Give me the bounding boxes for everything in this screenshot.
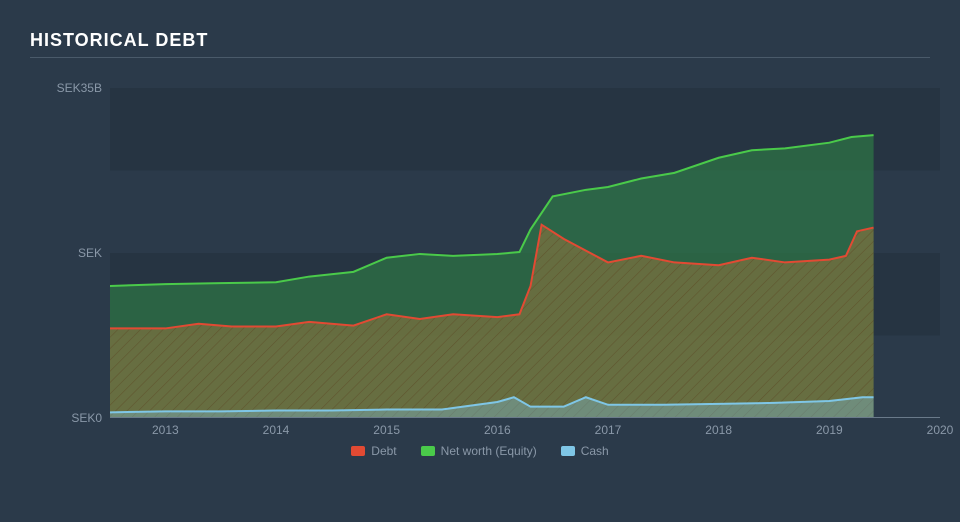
legend: Debt Net worth (Equity) Cash <box>30 444 930 458</box>
legend-item-debt: Debt <box>351 444 396 458</box>
legend-label: Debt <box>371 444 396 458</box>
plot-region <box>110 88 940 418</box>
title-underline <box>30 57 930 58</box>
y-tick-label: SEK <box>30 246 102 260</box>
y-tick-label: SEK35B <box>30 81 102 95</box>
x-tick-label: 2015 <box>373 423 400 437</box>
legend-swatch <box>421 446 435 456</box>
x-tick-label: 2014 <box>263 423 290 437</box>
plot-svg <box>110 88 940 418</box>
x-tick-label: 2020 <box>927 423 954 437</box>
x-tick-label: 2013 <box>152 423 179 437</box>
chart-area: 20132014201520162017201820192020 SEK0SEK… <box>30 78 930 458</box>
legend-item-equity: Net worth (Equity) <box>421 444 537 458</box>
x-tick-label: 2018 <box>705 423 732 437</box>
legend-label: Cash <box>581 444 609 458</box>
legend-item-cash: Cash <box>561 444 609 458</box>
chart-title: HISTORICAL DEBT <box>30 30 930 51</box>
legend-swatch <box>351 446 365 456</box>
legend-swatch <box>561 446 575 456</box>
legend-label: Net worth (Equity) <box>441 444 537 458</box>
x-axis: 20132014201520162017201820192020 <box>110 423 940 443</box>
x-tick-label: 2017 <box>595 423 622 437</box>
x-tick-label: 2019 <box>816 423 843 437</box>
x-tick-label: 2016 <box>484 423 511 437</box>
y-tick-label: SEK0 <box>30 411 102 425</box>
chart-container: HISTORICAL DEBT 2013 2014 2015 2016 2017 2018… <box>0 0 960 522</box>
